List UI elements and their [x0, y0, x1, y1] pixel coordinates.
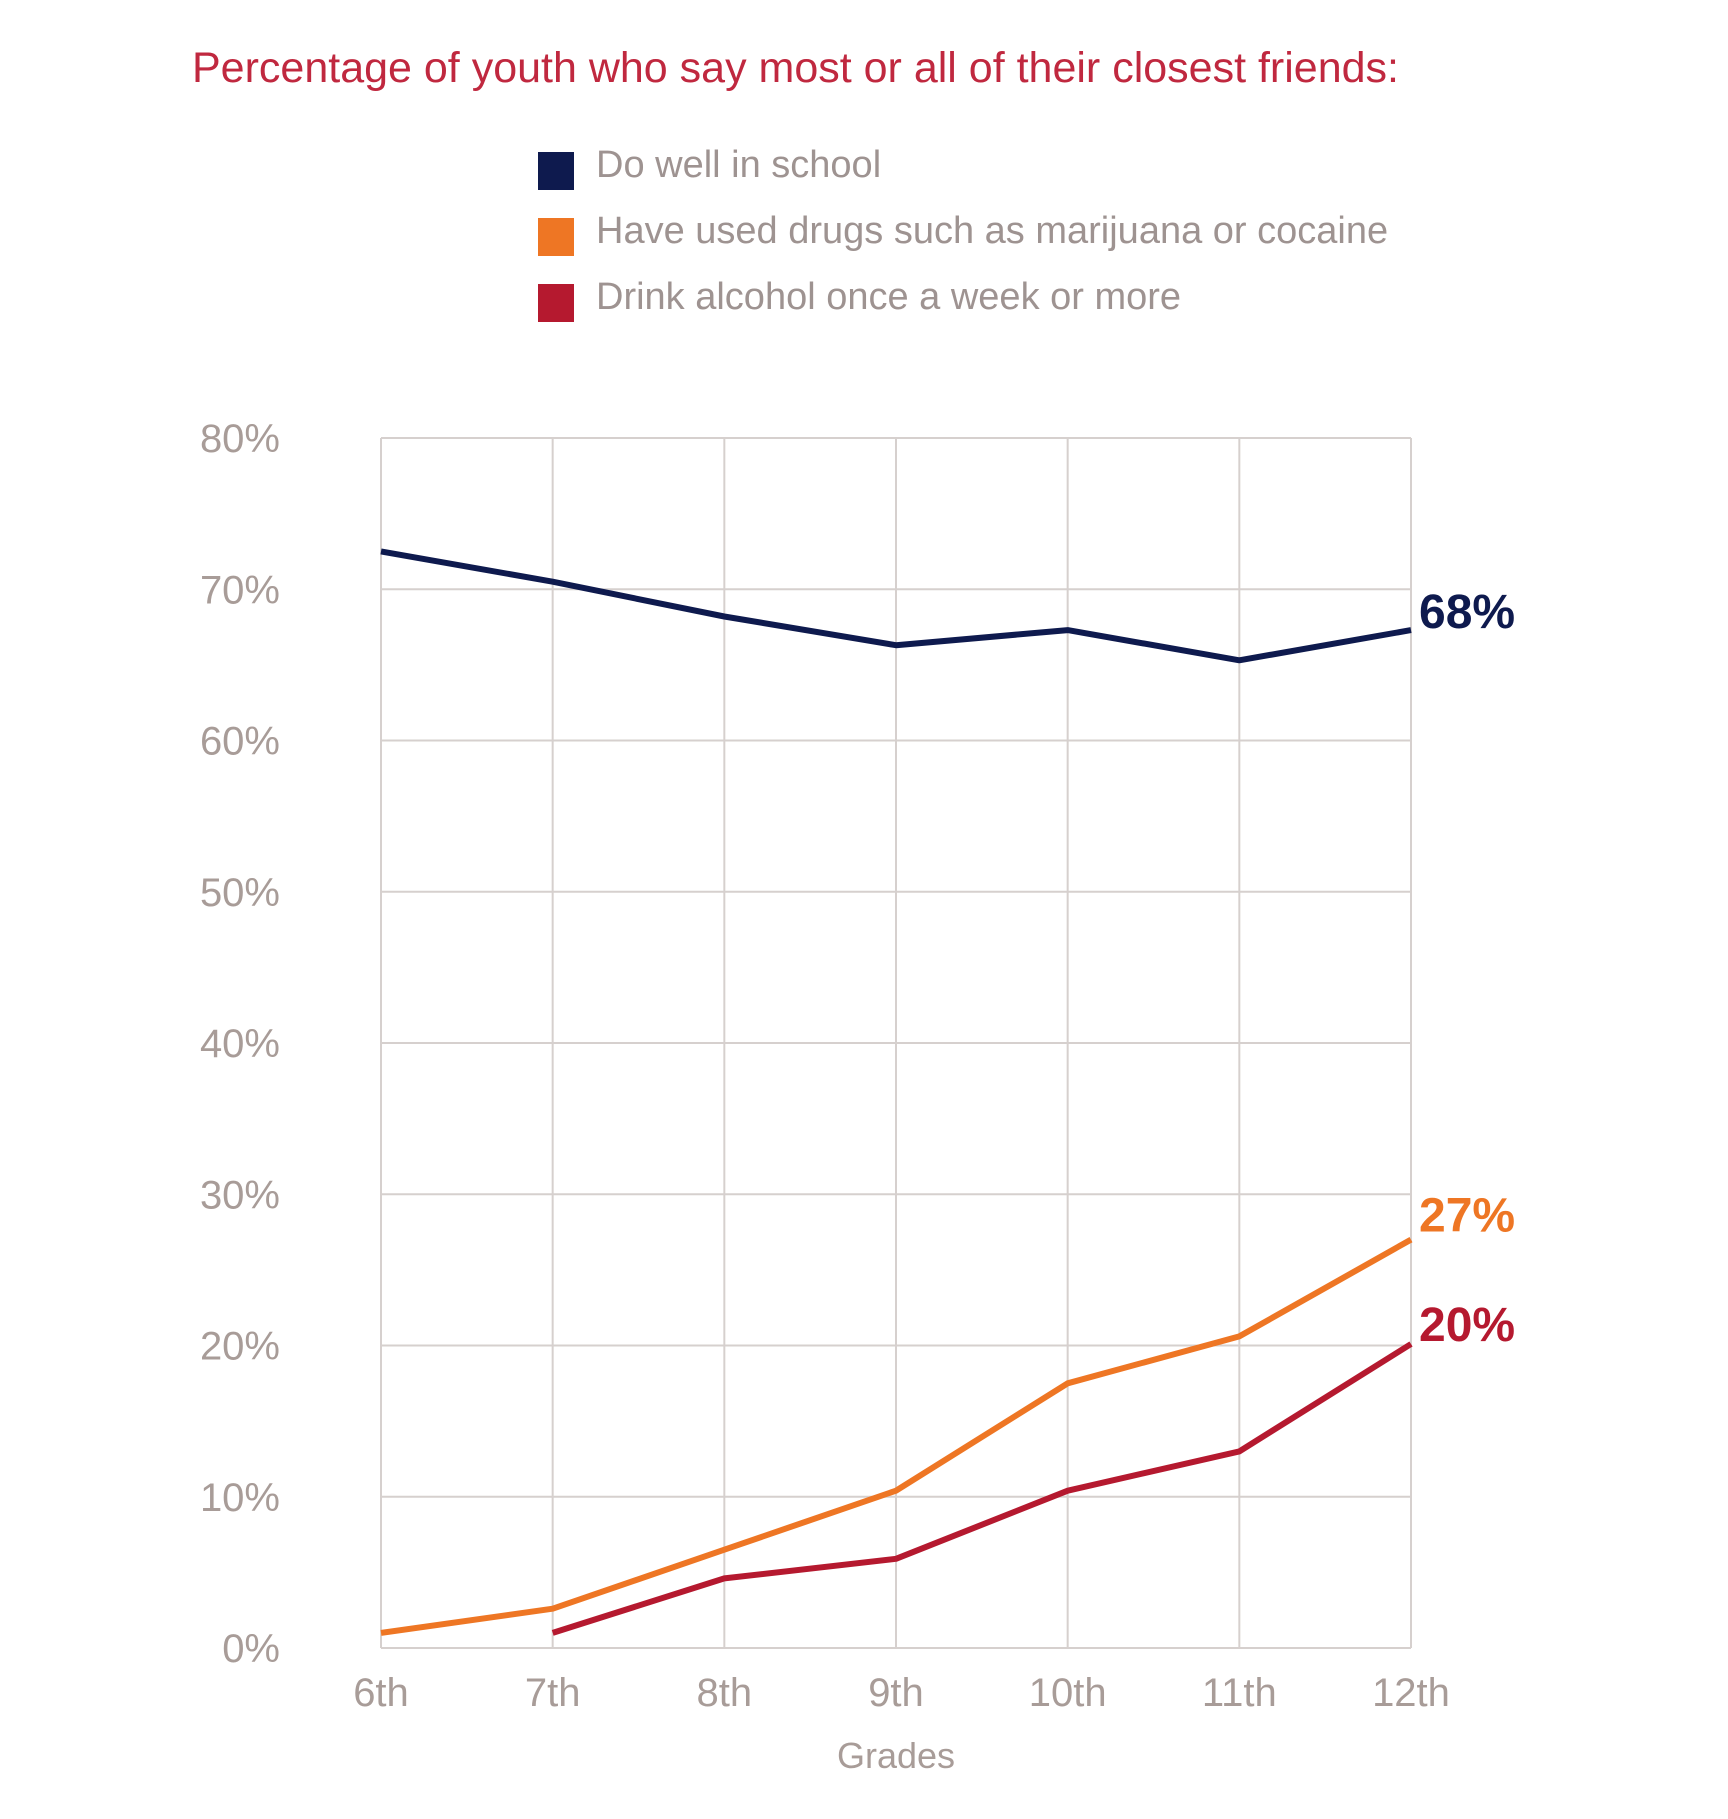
y-tick-label: 70% — [200, 568, 280, 612]
series-line-2 — [551, 1341, 1413, 1636]
end-value-label-1: 27% — [1419, 1190, 1515, 1243]
legend-swatch-alcohol — [538, 284, 574, 322]
y-tick-label: 0% — [222, 1627, 280, 1671]
end-value-label-2: 20% — [1419, 1299, 1515, 1352]
legend-label-school: Do well in school — [596, 144, 882, 186]
x-tick-label: 8th — [697, 1671, 753, 1715]
x-tick-label: 10th — [1029, 1671, 1107, 1715]
legend-label-drugs: Have used drugs such as marijuana or coc… — [596, 210, 1389, 252]
y-tick-label: 30% — [200, 1173, 280, 1217]
legend-swatch-drugs — [538, 218, 574, 256]
chart-title: Percentage of youth who say most or all … — [192, 44, 1399, 92]
x-tick-label: 11th — [1202, 1671, 1277, 1715]
x-tick-label: 9th — [868, 1671, 924, 1715]
x-axis-title: Grades — [837, 1735, 955, 1776]
legend-label-alcohol: Drink alcohol once a week or more — [596, 276, 1182, 318]
y-tick-label: 60% — [200, 720, 280, 764]
y-tick-label: 40% — [200, 1022, 280, 1066]
end-value-label-0: 68% — [1419, 586, 1515, 639]
x-tick-label: 12th — [1372, 1671, 1450, 1715]
y-tick-label: 10% — [200, 1476, 280, 1520]
y-tick-label: 20% — [200, 1325, 280, 1369]
series-line-1 — [380, 1236, 1413, 1636]
x-tick-label: 7th — [525, 1671, 581, 1715]
series-line-0 — [380, 548, 1412, 664]
legend-swatch-school — [538, 152, 574, 190]
y-tick-label: 50% — [200, 871, 280, 915]
x-tick-label: 6th — [353, 1671, 409, 1715]
y-tick-label: 80% — [200, 417, 280, 461]
